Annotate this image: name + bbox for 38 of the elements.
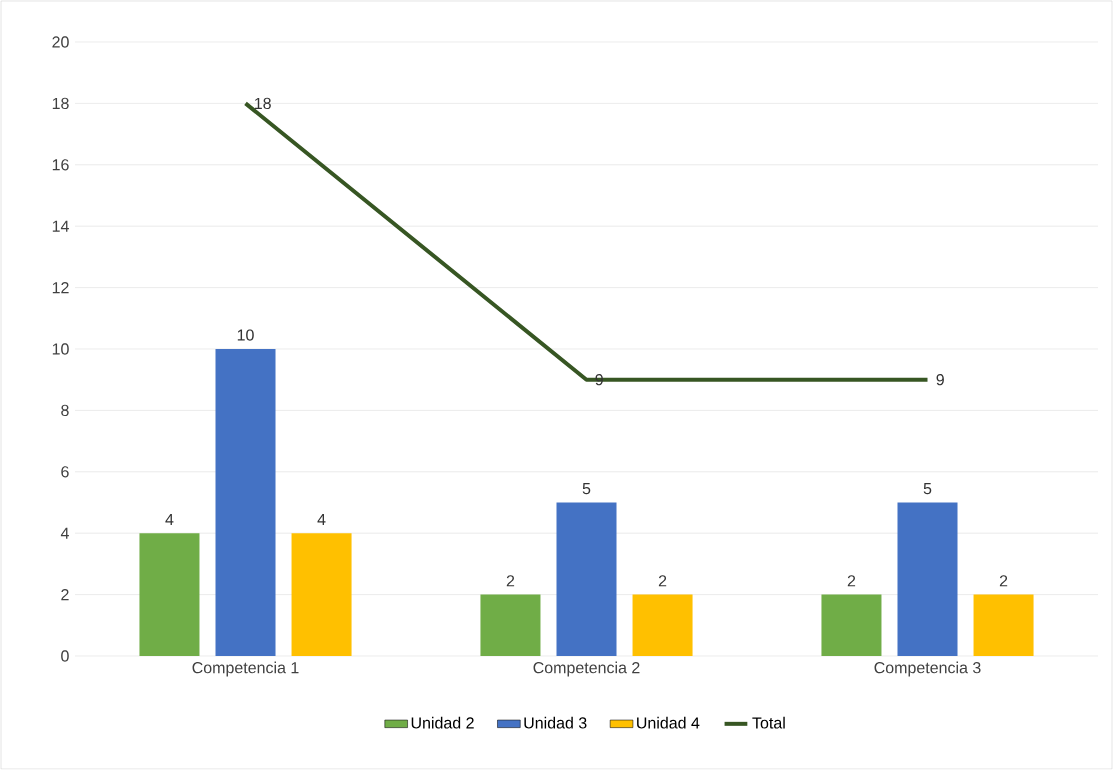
legend-label: Total [752,716,785,729]
y-tick-label: 10 [52,343,69,355]
x-tick-label: Competencia 1 [192,661,299,677]
data-label: 18 [254,97,271,110]
bar [480,594,541,656]
y-tick-label: 12 [52,282,69,294]
data-label: 4 [317,513,326,525]
bar [215,348,276,656]
data-label: 4 [165,513,174,525]
data-label: 2 [847,575,856,587]
bar [632,594,693,656]
y-tick-label: 2 [61,589,69,601]
legend-label: Unidad 3 [524,716,587,729]
data-label: 9 [936,374,944,386]
y-tick-label: 14 [52,220,69,232]
data-label: 2 [999,575,1008,587]
y-tick-label: 18 [52,97,69,110]
bar [556,502,617,656]
y-tick-label: 20 [52,36,69,48]
data-label: 2 [506,575,515,587]
x-tick-label: Competencia 2 [533,661,640,677]
x-tick-label: Competencia 3 [874,661,981,677]
y-tick-label: 4 [60,527,69,539]
bar [821,594,882,656]
bar [139,533,200,656]
data-label: 2 [658,575,667,587]
legend-label: Unidad 4 [637,716,700,729]
bar [973,594,1034,656]
y-tick-label: 8 [61,404,69,417]
y-tick-label: 0 [61,650,69,662]
bar [291,533,352,656]
data-label: 5 [582,483,591,495]
bar [897,502,958,656]
y-tick-label: 16 [52,159,69,171]
data-label: 5 [923,483,932,495]
legend-label: Unidad 2 [411,716,474,729]
y-tick-label: 6 [61,466,69,478]
data-label: 10 [237,329,254,341]
